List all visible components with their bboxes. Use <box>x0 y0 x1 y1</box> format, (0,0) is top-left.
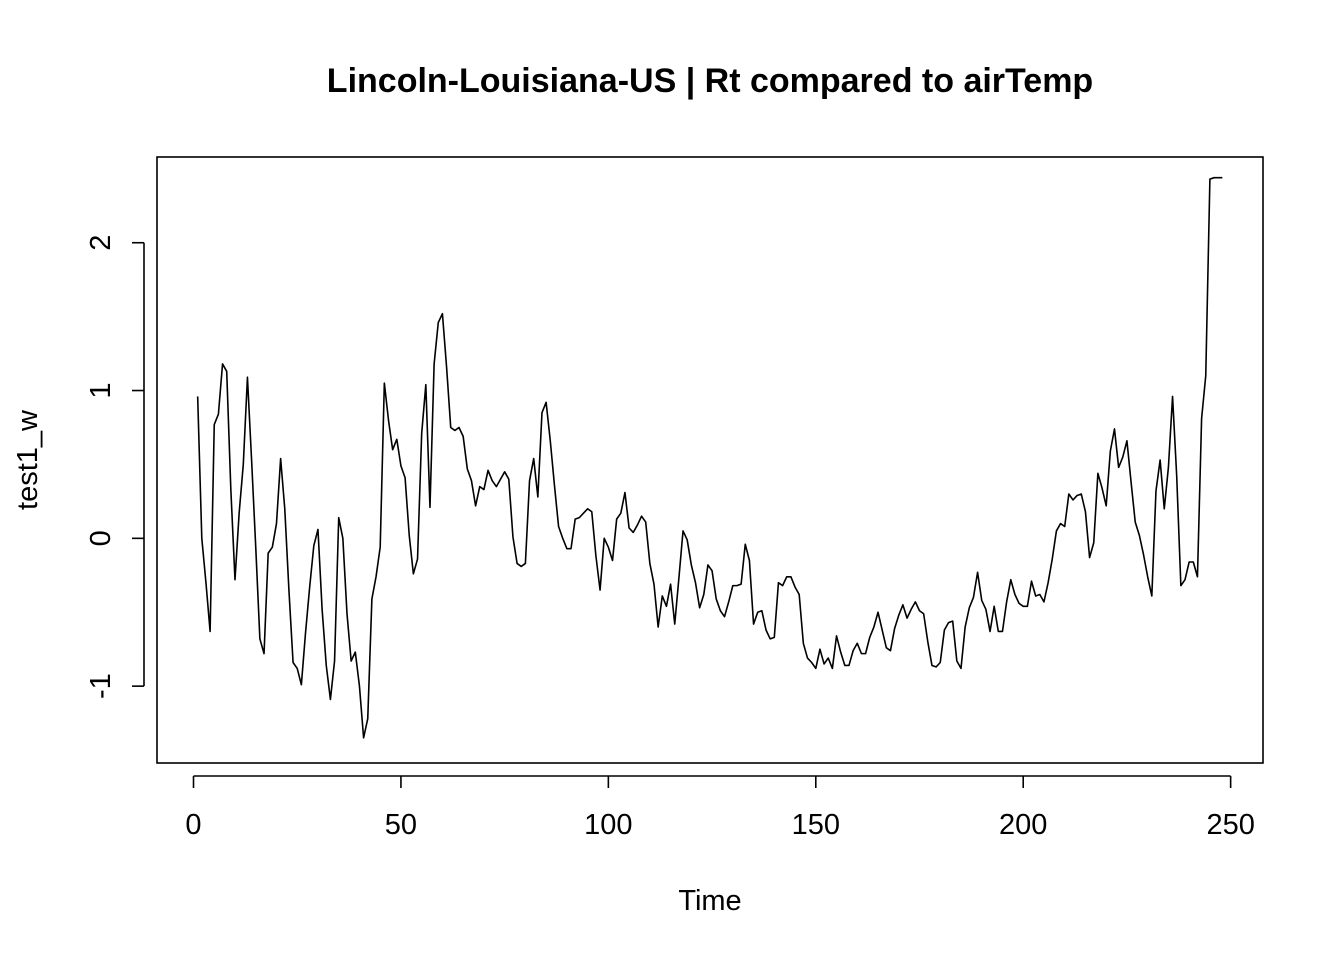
x-tick-label: 0 <box>185 809 201 841</box>
x-tick-label: 100 <box>584 809 632 841</box>
x-tick-label: 150 <box>792 809 840 841</box>
y-axis-label: test1_w <box>12 409 44 510</box>
x-tick-label: 250 <box>1206 809 1254 841</box>
x-tick-label: 200 <box>999 809 1047 841</box>
plot-frame <box>156 156 1264 764</box>
x-axis-label: Time <box>678 885 741 917</box>
chart-title: Lincoln-Louisiana-US | Rt compared to ai… <box>327 62 1093 100</box>
y-tick-label: 2 <box>85 235 117 251</box>
x-tick-label: 50 <box>385 809 417 841</box>
y-tick-label: 0 <box>85 530 117 546</box>
y-tick-label: 1 <box>85 382 117 398</box>
y-tick-label: -1 <box>85 673 117 699</box>
series-line <box>196 176 1223 739</box>
x-axis: 0 50 100 150 200 250 <box>185 775 1255 841</box>
y-axis: -1 0 1 2 <box>85 235 145 699</box>
